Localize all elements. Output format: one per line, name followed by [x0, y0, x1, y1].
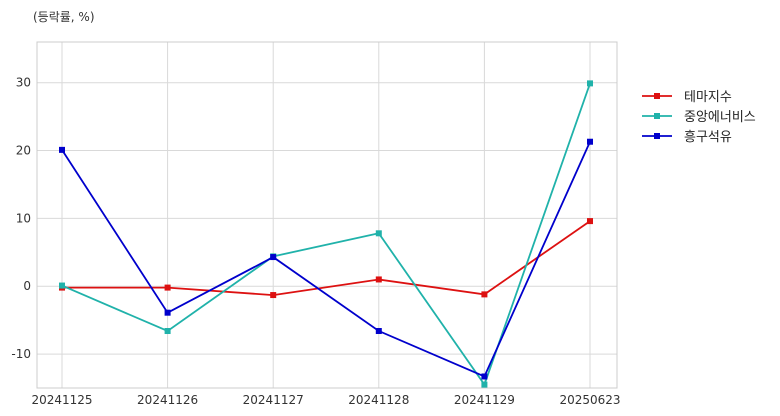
- legend-label: 중앙에너비스: [684, 110, 756, 125]
- series-2: [59, 138, 593, 380]
- legend-marker: [654, 93, 660, 99]
- data-point: [270, 254, 277, 261]
- x-tick-label: 20241126: [137, 393, 198, 407]
- plot-frame: [36, 41, 618, 389]
- x-tick-label: 20241128: [348, 393, 409, 407]
- data-point: [481, 381, 488, 388]
- y-axis: -10 0 10 20 30: [11, 76, 31, 361]
- x-tick-label: 20241129: [454, 393, 515, 407]
- series-1: [59, 80, 593, 388]
- x-tick-label: 20241125: [31, 393, 92, 407]
- data-point: [59, 282, 65, 289]
- legend-item: 중앙에너비스: [642, 110, 756, 125]
- y-tick-label: 0: [23, 279, 31, 293]
- y-tick-label: 10: [16, 211, 31, 225]
- legend-marker: [654, 133, 660, 139]
- data-point: [164, 309, 171, 316]
- series-line: [61, 83, 591, 387]
- data-point: [587, 80, 593, 87]
- legend-item: 테마지수: [642, 90, 732, 105]
- data-point: [164, 328, 171, 335]
- series-line: [62, 220, 591, 297]
- data-point: [270, 292, 277, 299]
- data-point: [375, 328, 382, 335]
- data-point: [587, 138, 593, 145]
- legend-label: 테마지수: [684, 90, 732, 105]
- legend-item: 흥구석유: [642, 130, 732, 145]
- y-tick-label: 20: [16, 144, 31, 158]
- series-line: [61, 141, 591, 378]
- data-point: [481, 373, 488, 380]
- grid: [37, 42, 617, 388]
- data-point: [481, 291, 488, 298]
- data-point: [375, 276, 382, 283]
- legend-label: 흥구석유: [684, 130, 732, 145]
- legend-marker: [654, 113, 660, 119]
- y-tick-label: -10: [11, 347, 31, 361]
- x-tick-label: 20250623: [559, 393, 620, 407]
- unit-label: (등락률, %): [33, 10, 95, 24]
- data-point: [375, 230, 382, 237]
- x-tick-label: 20241127: [243, 393, 304, 407]
- series-layer: [59, 80, 593, 388]
- data-point: [164, 284, 171, 291]
- y-tick-label: 30: [16, 76, 31, 90]
- data-point: [59, 146, 65, 153]
- data-point: [587, 218, 593, 225]
- x-axis: 20241125 20241126 20241127 20241128 20241129…: [31, 393, 620, 407]
